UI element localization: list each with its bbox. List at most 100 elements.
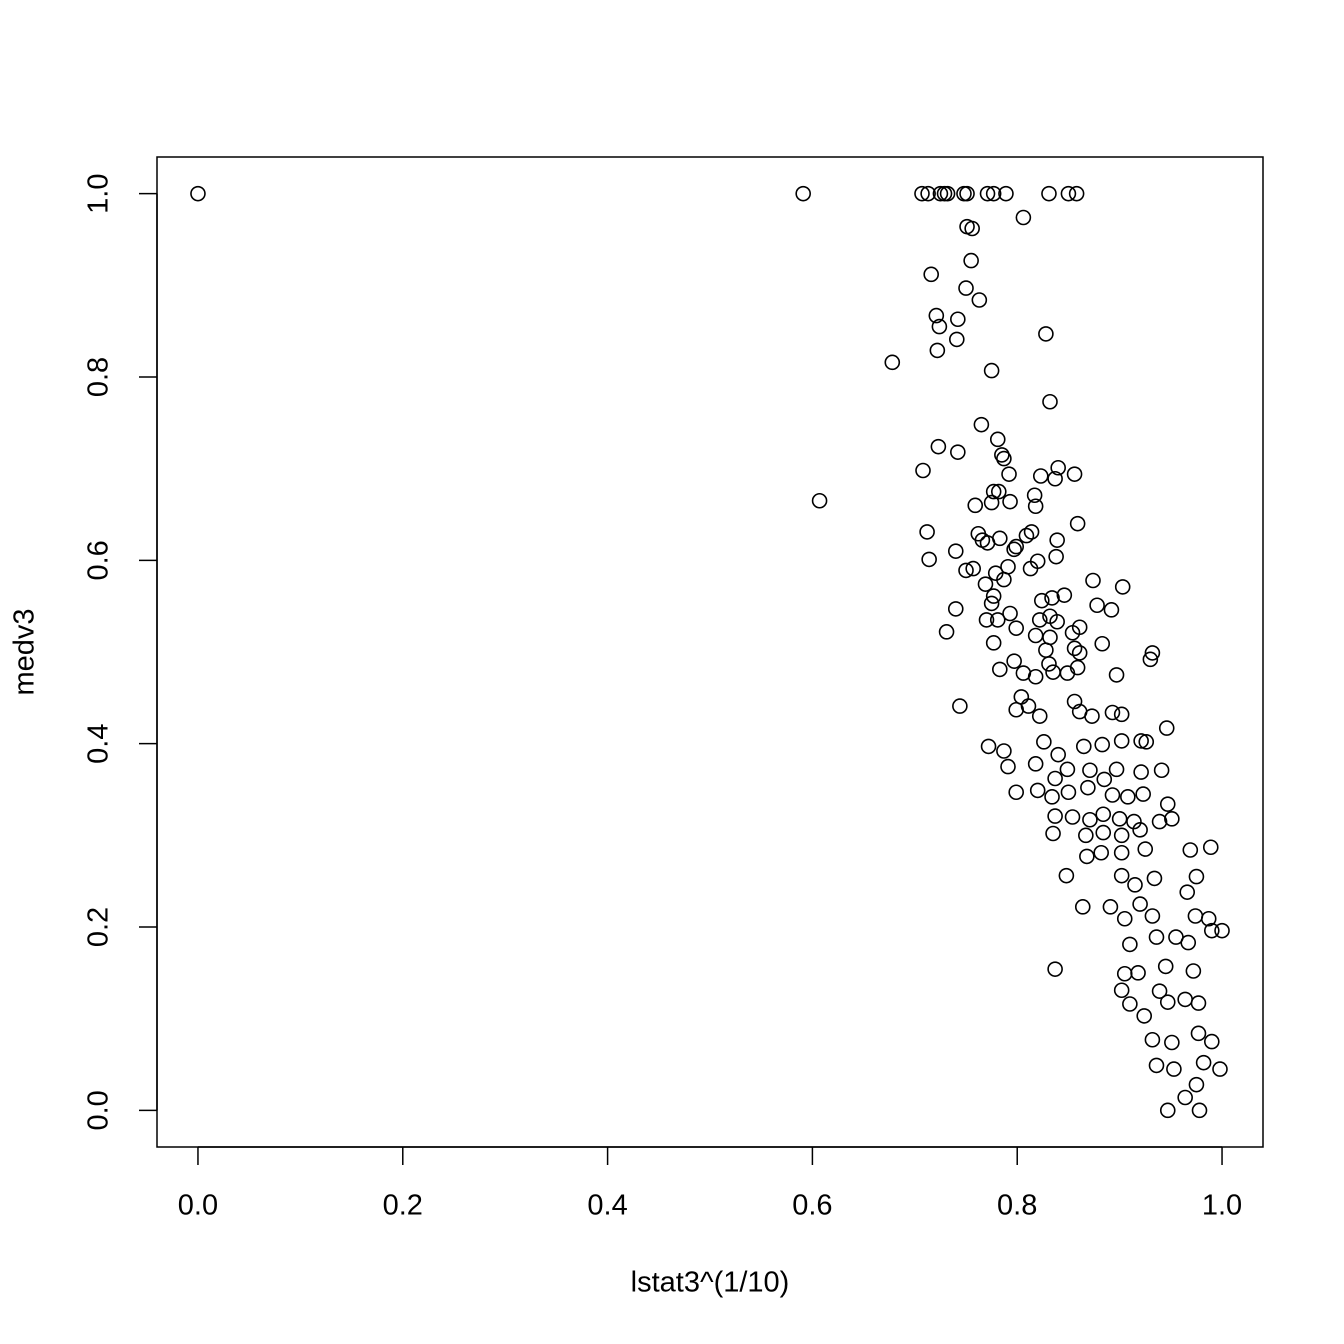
point	[920, 185, 936, 202]
point	[992, 530, 1008, 547]
point	[1008, 784, 1024, 801]
point	[811, 492, 828, 509]
point	[932, 185, 949, 202]
point	[1164, 811, 1180, 827]
point	[1084, 708, 1100, 724]
point	[958, 280, 974, 296]
point	[1093, 844, 1109, 861]
point	[929, 342, 946, 359]
point	[1013, 689, 1030, 705]
point	[1056, 587, 1073, 603]
x-tick-label: 0.2	[383, 1190, 423, 1222]
point	[967, 497, 984, 514]
point	[1158, 720, 1175, 736]
point	[973, 416, 990, 433]
point	[1038, 642, 1054, 658]
point	[919, 524, 935, 540]
point	[1000, 758, 1016, 775]
point	[1188, 1076, 1205, 1093]
point	[1049, 532, 1065, 548]
point	[1006, 653, 1022, 669]
point	[1203, 922, 1220, 939]
point	[1032, 468, 1049, 484]
point	[964, 220, 980, 237]
point	[1006, 541, 1022, 558]
point	[1164, 1034, 1180, 1051]
point	[1041, 185, 1057, 202]
point	[947, 601, 964, 617]
point	[956, 185, 972, 202]
point	[1048, 548, 1064, 565]
point	[959, 185, 975, 202]
point	[1066, 466, 1083, 482]
point	[1058, 867, 1075, 884]
point	[1047, 808, 1063, 824]
point	[983, 494, 1000, 511]
point	[1177, 991, 1193, 1008]
point	[1042, 393, 1058, 410]
point	[915, 462, 931, 479]
x-tick-label: 0.4	[587, 1190, 627, 1222]
point	[914, 185, 930, 202]
point	[1001, 466, 1017, 482]
point	[923, 266, 940, 283]
point	[1023, 524, 1040, 540]
point	[1102, 899, 1119, 915]
point	[1036, 734, 1052, 750]
point	[1078, 827, 1094, 844]
point	[1133, 733, 1149, 749]
point	[1122, 936, 1138, 953]
point	[1116, 910, 1133, 927]
point	[1082, 762, 1098, 779]
point	[1133, 764, 1149, 780]
point	[1132, 822, 1148, 838]
point	[990, 483, 1007, 500]
point	[1114, 579, 1131, 595]
point	[1212, 1061, 1228, 1077]
point	[1038, 326, 1054, 342]
point	[1113, 827, 1130, 844]
point	[1148, 1057, 1165, 1074]
point	[939, 185, 956, 202]
point	[1015, 665, 1032, 681]
point	[1113, 706, 1130, 723]
point	[1027, 756, 1044, 772]
point	[1113, 844, 1130, 861]
point	[1096, 771, 1113, 788]
point	[1060, 185, 1077, 202]
point	[1144, 908, 1161, 924]
point	[949, 331, 965, 348]
point	[985, 588, 1002, 604]
point	[1103, 602, 1120, 618]
point	[1059, 761, 1076, 778]
point	[1047, 470, 1063, 487]
point	[978, 612, 995, 628]
point	[1064, 624, 1081, 641]
point	[1202, 839, 1219, 856]
point	[1191, 1102, 1208, 1119]
point	[1018, 527, 1035, 544]
point	[965, 560, 981, 577]
point	[930, 438, 947, 455]
point	[1177, 1089, 1193, 1106]
point	[1044, 590, 1060, 606]
point	[985, 483, 1002, 500]
point	[1080, 779, 1096, 796]
point	[1060, 784, 1077, 801]
point	[1214, 922, 1230, 939]
point	[1135, 786, 1151, 802]
point	[1190, 1025, 1207, 1042]
point	[921, 551, 937, 568]
point	[1027, 627, 1044, 644]
point	[996, 571, 1012, 588]
point	[1159, 796, 1176, 812]
point	[1108, 761, 1125, 778]
point	[1127, 877, 1143, 893]
point	[1044, 789, 1060, 805]
point	[1113, 982, 1130, 999]
point	[1008, 538, 1024, 555]
point	[1020, 698, 1037, 714]
point	[938, 624, 955, 640]
